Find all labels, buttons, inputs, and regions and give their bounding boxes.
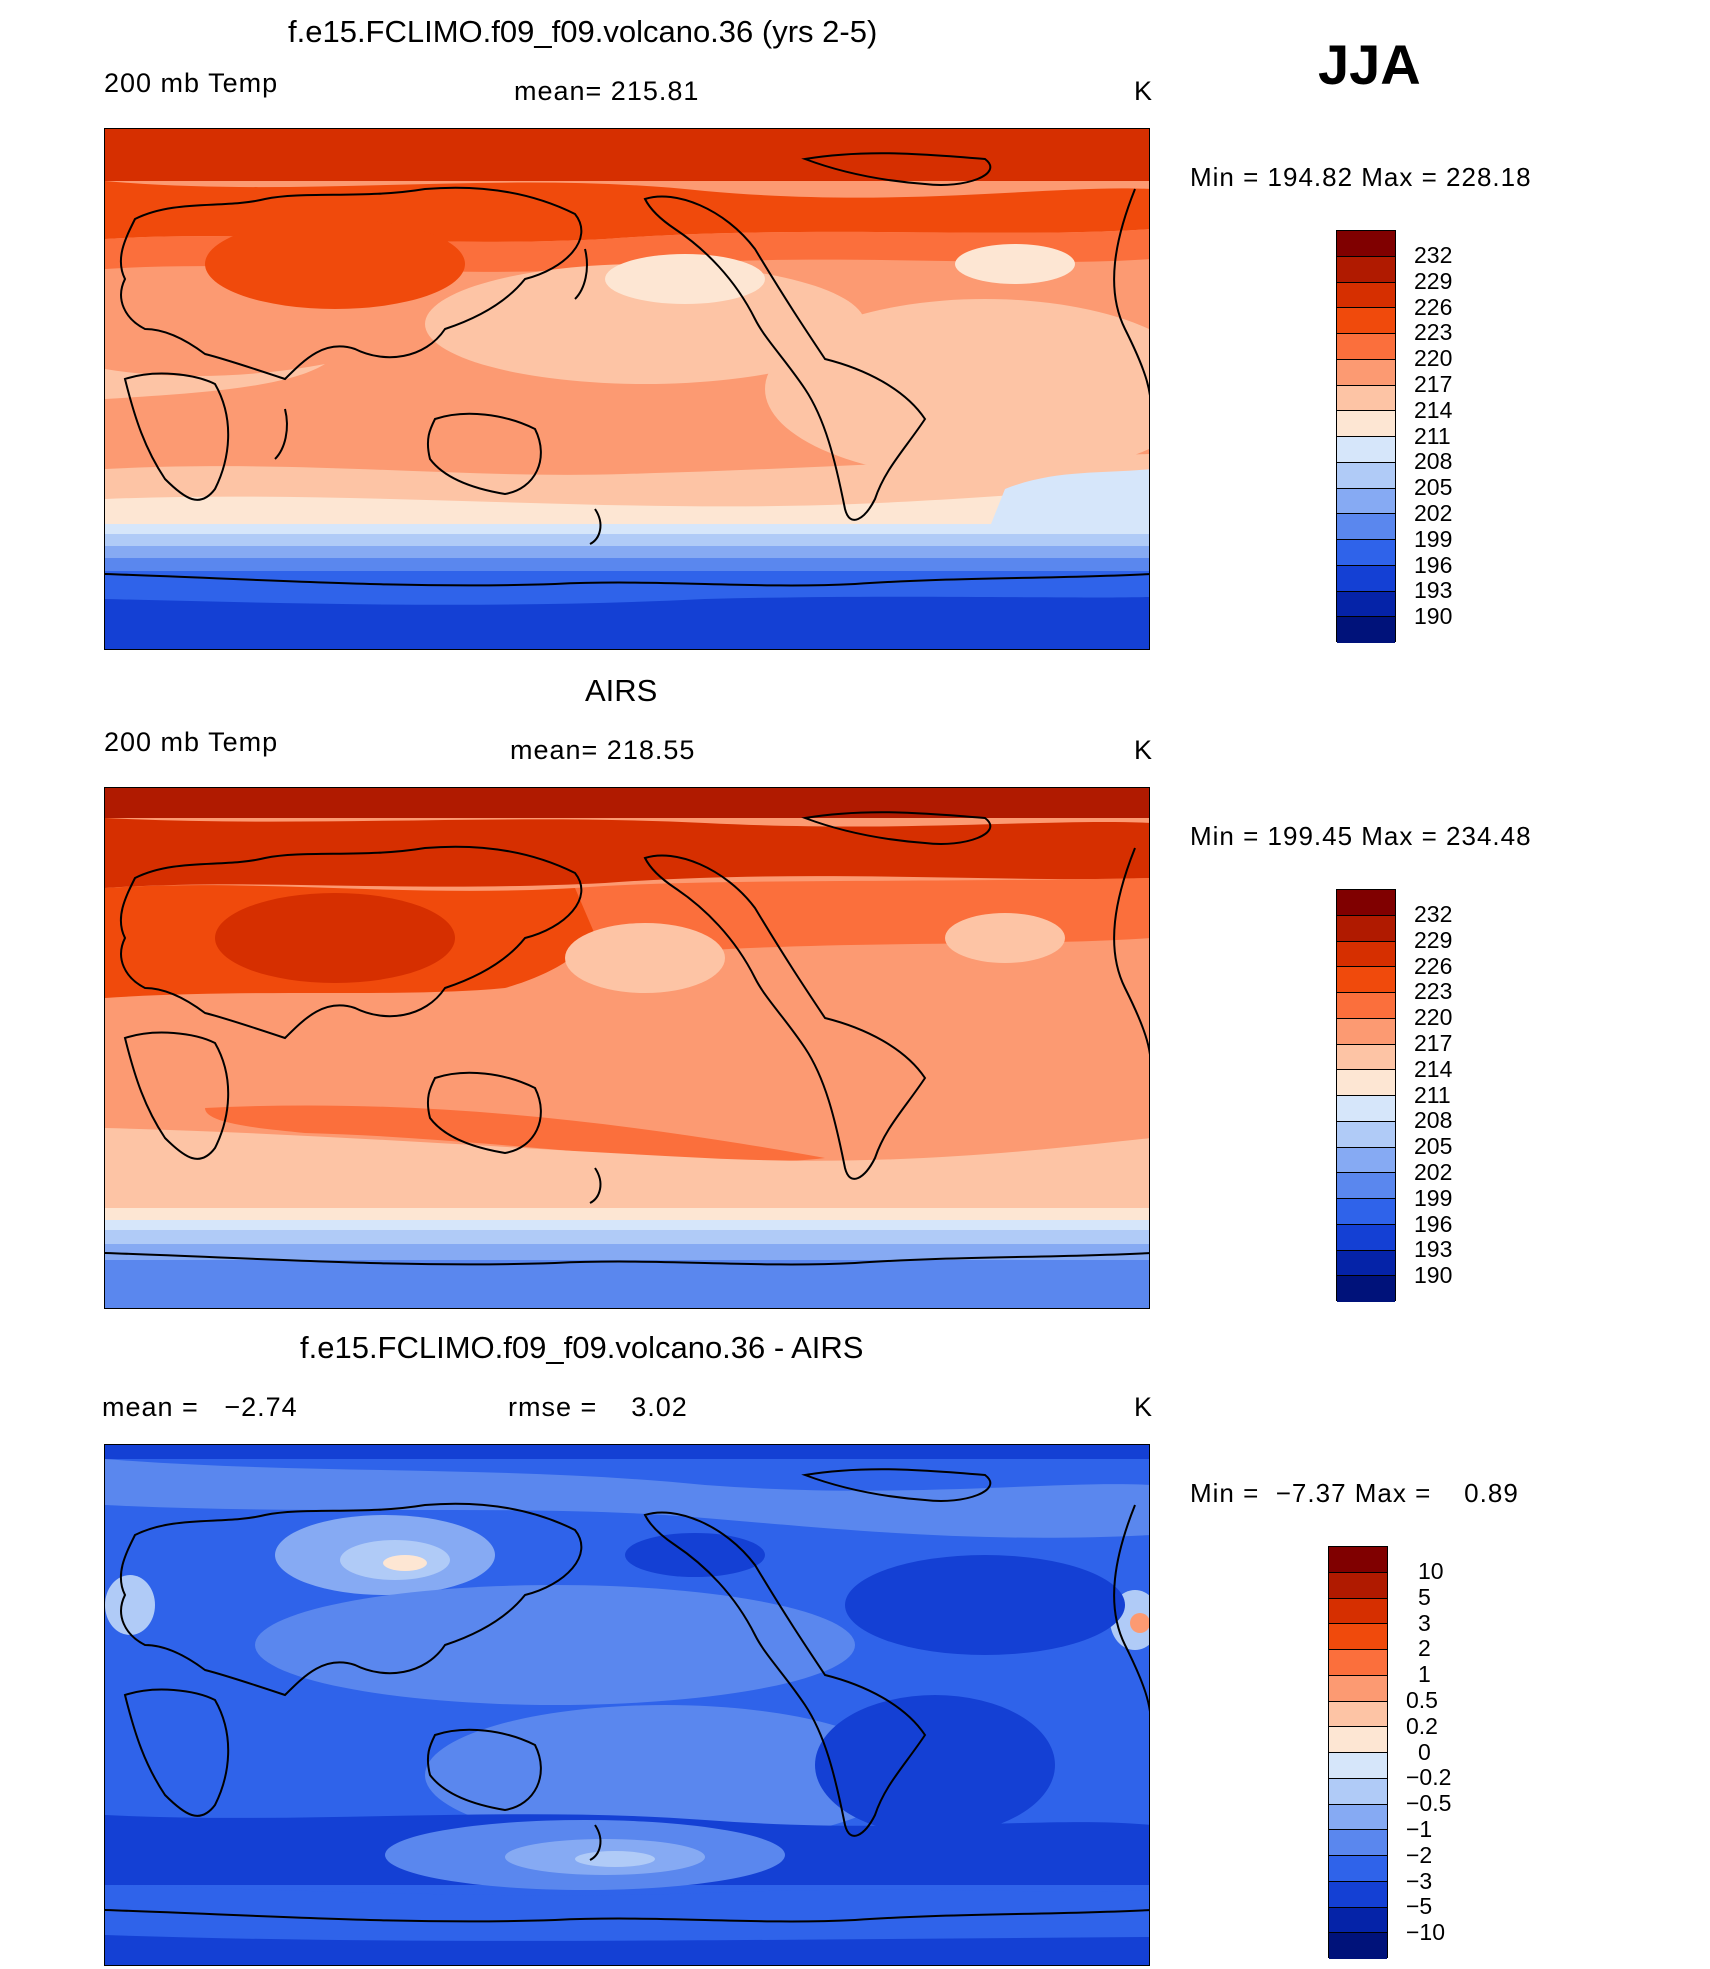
colorbar-label: 217 — [1414, 1030, 1453, 1056]
panel3-map-svg — [105, 1445, 1149, 1965]
colorbar-label: 229 — [1414, 927, 1453, 953]
colorbar-label: −10 — [1406, 1919, 1446, 1945]
colorbar-label: 208 — [1414, 448, 1453, 474]
panel3-title: f.e15.FCLIMO.f09_f09.volcano.36 - AIRS — [300, 1330, 864, 1365]
panel3-minmax-label: Min = −7.37 Max = 0.89 — [1190, 1478, 1519, 1508]
panel2-units-label: K — [1134, 735, 1154, 765]
colorbar-label: 205 — [1414, 1133, 1453, 1159]
colorbar-label: 226 — [1414, 294, 1453, 320]
panel1-minmax-label: Min = 194.82 Max = 228.18 — [1190, 162, 1532, 192]
colorbar-label: −5 — [1406, 1893, 1433, 1919]
colorbar-label: 5 — [1418, 1584, 1431, 1610]
panel1-variable-label: 200 mb Temp — [104, 68, 279, 98]
colorbar-label: −3 — [1406, 1868, 1433, 1894]
colorbar-label: 229 — [1414, 268, 1453, 294]
panel1-mean-label: mean= 215.81 — [514, 76, 700, 106]
colorbar-label: 220 — [1414, 345, 1453, 371]
colorbar-label: −2 — [1406, 1842, 1433, 1868]
colorbar-label: 214 — [1414, 1056, 1453, 1082]
colorbar-label: 211 — [1414, 423, 1451, 449]
colorbar-label: 208 — [1414, 1107, 1453, 1133]
panel3-mean-label: mean = −2.74 — [102, 1392, 298, 1422]
colorbar-label: 196 — [1414, 1211, 1453, 1237]
panel2-map — [104, 787, 1150, 1309]
colorbar-label: −1 — [1406, 1816, 1433, 1842]
colorbar-label: 205 — [1414, 474, 1453, 500]
colorbar-label: 0.5 — [1406, 1687, 1438, 1713]
colorbar-label: 220 — [1414, 1004, 1453, 1030]
colorbar-label: 190 — [1414, 603, 1453, 629]
colorbar-label: 193 — [1414, 1236, 1453, 1262]
colorbar-label: 223 — [1414, 319, 1453, 345]
colorbar-label: 3 — [1418, 1610, 1431, 1636]
colorbar-label: 10 — [1418, 1558, 1444, 1584]
colorbar-label: 2 — [1418, 1635, 1431, 1661]
panel1-map-svg — [105, 129, 1149, 649]
colorbar-label: 0.2 — [1406, 1713, 1438, 1739]
colorbar-label: −0.5 — [1406, 1790, 1452, 1816]
panel3-units-label: K — [1134, 1392, 1154, 1422]
panel2-title: AIRS — [585, 673, 658, 708]
colorbar-label: 223 — [1414, 978, 1453, 1004]
colorbar-label: 202 — [1414, 500, 1453, 526]
panel2-minmax-label: Min = 199.45 Max = 234.48 — [1190, 821, 1532, 851]
colorbar-label: 190 — [1414, 1262, 1453, 1288]
colorbar-label: 199 — [1414, 1185, 1453, 1211]
colorbar-label: −0.2 — [1406, 1764, 1452, 1790]
panel3-map — [104, 1444, 1150, 1966]
colorbar-label: 211 — [1414, 1082, 1451, 1108]
colorbar-label: 0 — [1418, 1739, 1431, 1765]
colorbar-label: 214 — [1414, 397, 1453, 423]
panel1-colorbar-swatches — [1336, 230, 1396, 643]
panel1-title: f.e15.FCLIMO.f09_f09.volcano.36 (yrs 2-5… — [288, 14, 878, 49]
colorbar-label: 217 — [1414, 371, 1453, 397]
panel1-map — [104, 128, 1150, 650]
colorbar-label: 196 — [1414, 552, 1453, 578]
panel2-colorbar-swatches — [1336, 889, 1396, 1302]
colorbar-label: 199 — [1414, 526, 1453, 552]
panel2-map-svg — [105, 788, 1149, 1308]
panel1-units-label: K — [1134, 76, 1154, 106]
colorbar-label: 202 — [1414, 1159, 1453, 1185]
colorbar-label: 1 — [1418, 1661, 1431, 1687]
panel3-rmse-label: rmse = 3.02 — [508, 1392, 688, 1422]
colorbar-label: 193 — [1414, 577, 1453, 603]
panel3-colorbar-swatches — [1328, 1546, 1388, 1959]
panel2-mean-label: mean= 218.55 — [510, 735, 696, 765]
panel2-variable-label: 200 mb Temp — [104, 727, 279, 757]
colorbar-label: 232 — [1414, 901, 1453, 927]
season-label: JJA — [1318, 33, 1421, 96]
colorbar-label: 226 — [1414, 953, 1453, 979]
colorbar-label: 232 — [1414, 242, 1453, 268]
